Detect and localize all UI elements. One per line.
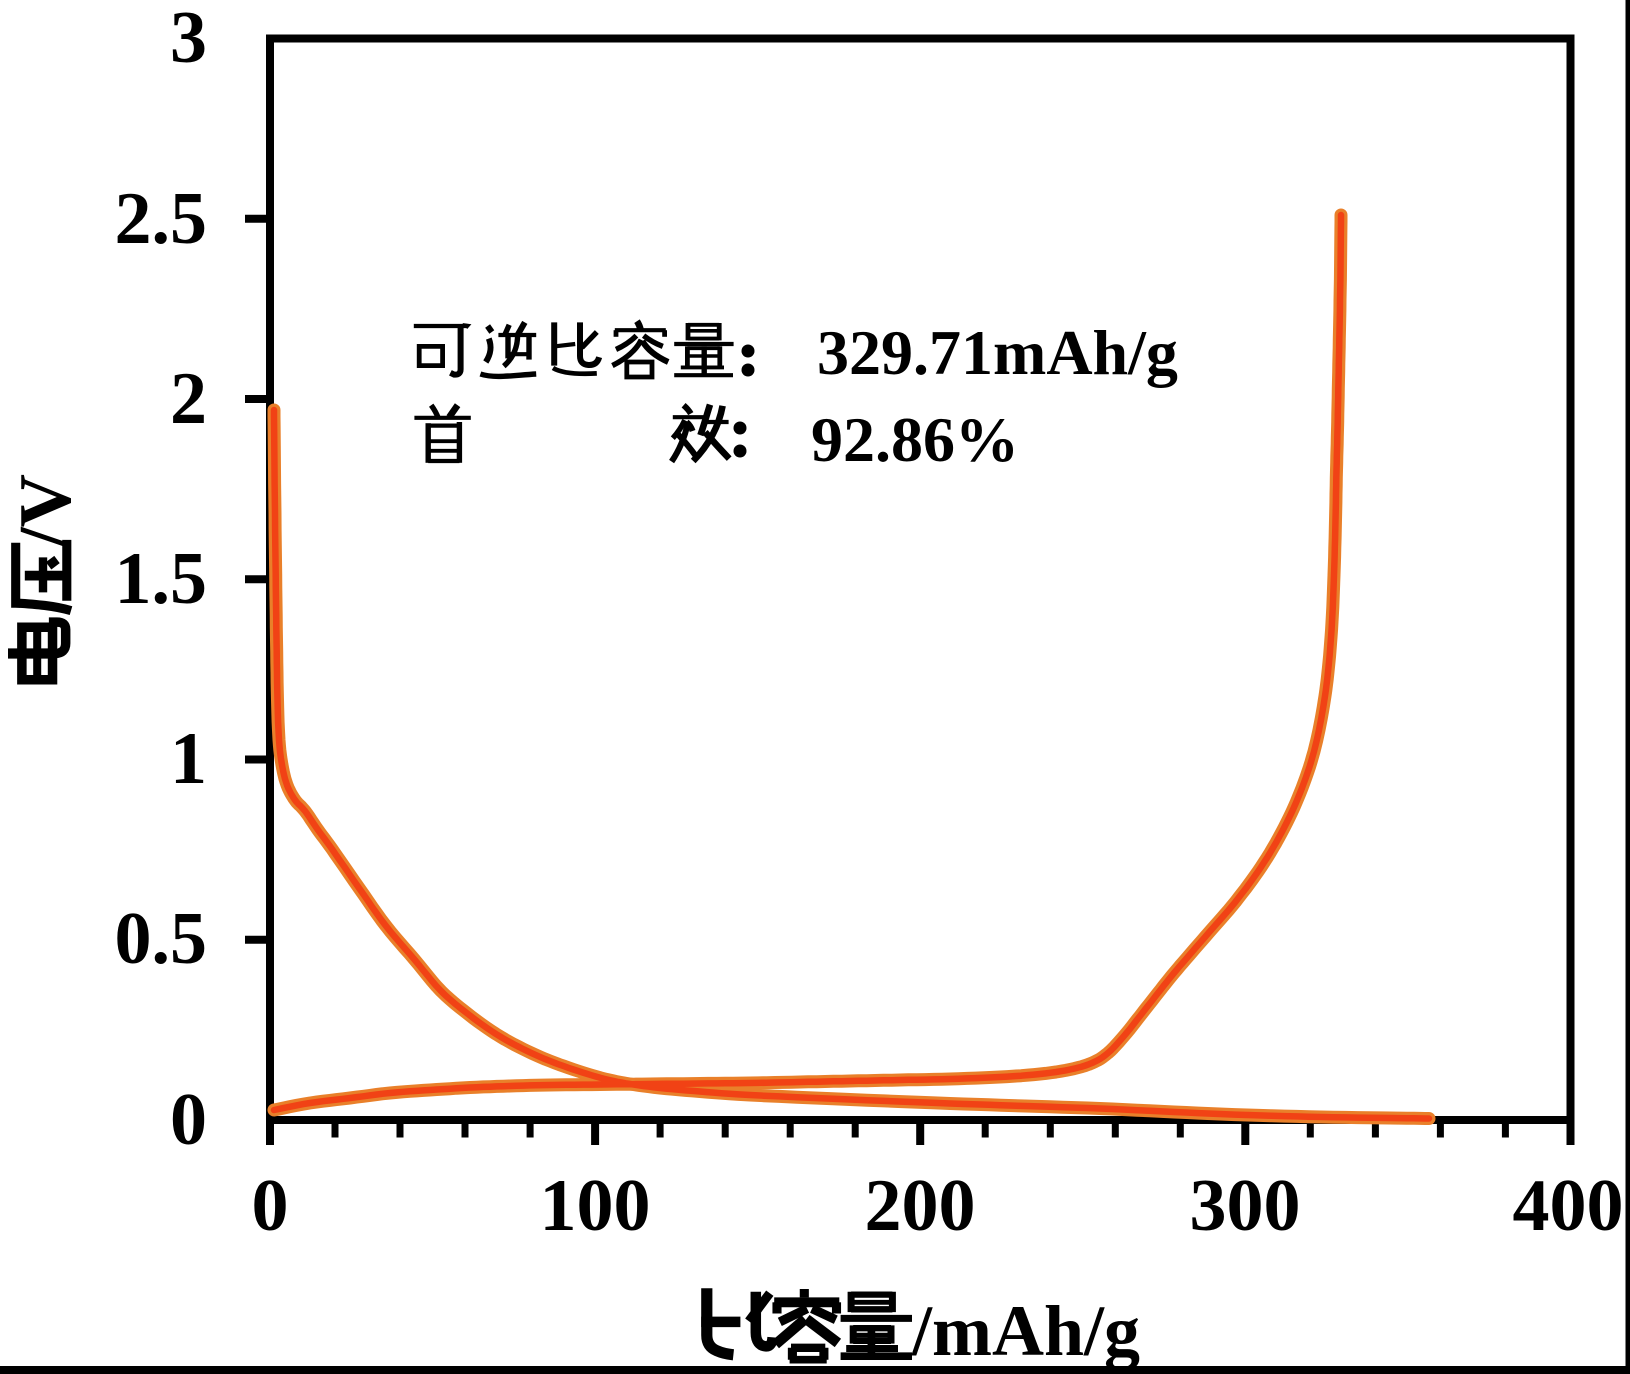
svg-text:2: 2: [170, 358, 207, 440]
svg-text:/mAh/g: /mAh/g: [911, 1291, 1140, 1371]
svg-text:0: 0: [170, 1079, 207, 1161]
svg-text:200: 200: [865, 1165, 976, 1247]
svg-text:1.5: 1.5: [115, 538, 208, 620]
svg-text:400: 400: [1513, 1165, 1624, 1247]
svg-text:329.71mAh/g: 329.71mAh/g: [817, 317, 1178, 388]
svg-text:2.5: 2.5: [115, 178, 208, 260]
svg-text:92.86%: 92.86%: [811, 404, 1019, 475]
svg-text:0: 0: [252, 1165, 289, 1247]
svg-text:1: 1: [170, 718, 207, 800]
svg-text:3: 3: [170, 0, 207, 79]
svg-text:0.5: 0.5: [115, 898, 208, 980]
svg-text:100: 100: [540, 1165, 651, 1247]
svg-text:/V: /V: [5, 474, 87, 549]
svg-text:300: 300: [1190, 1165, 1301, 1247]
